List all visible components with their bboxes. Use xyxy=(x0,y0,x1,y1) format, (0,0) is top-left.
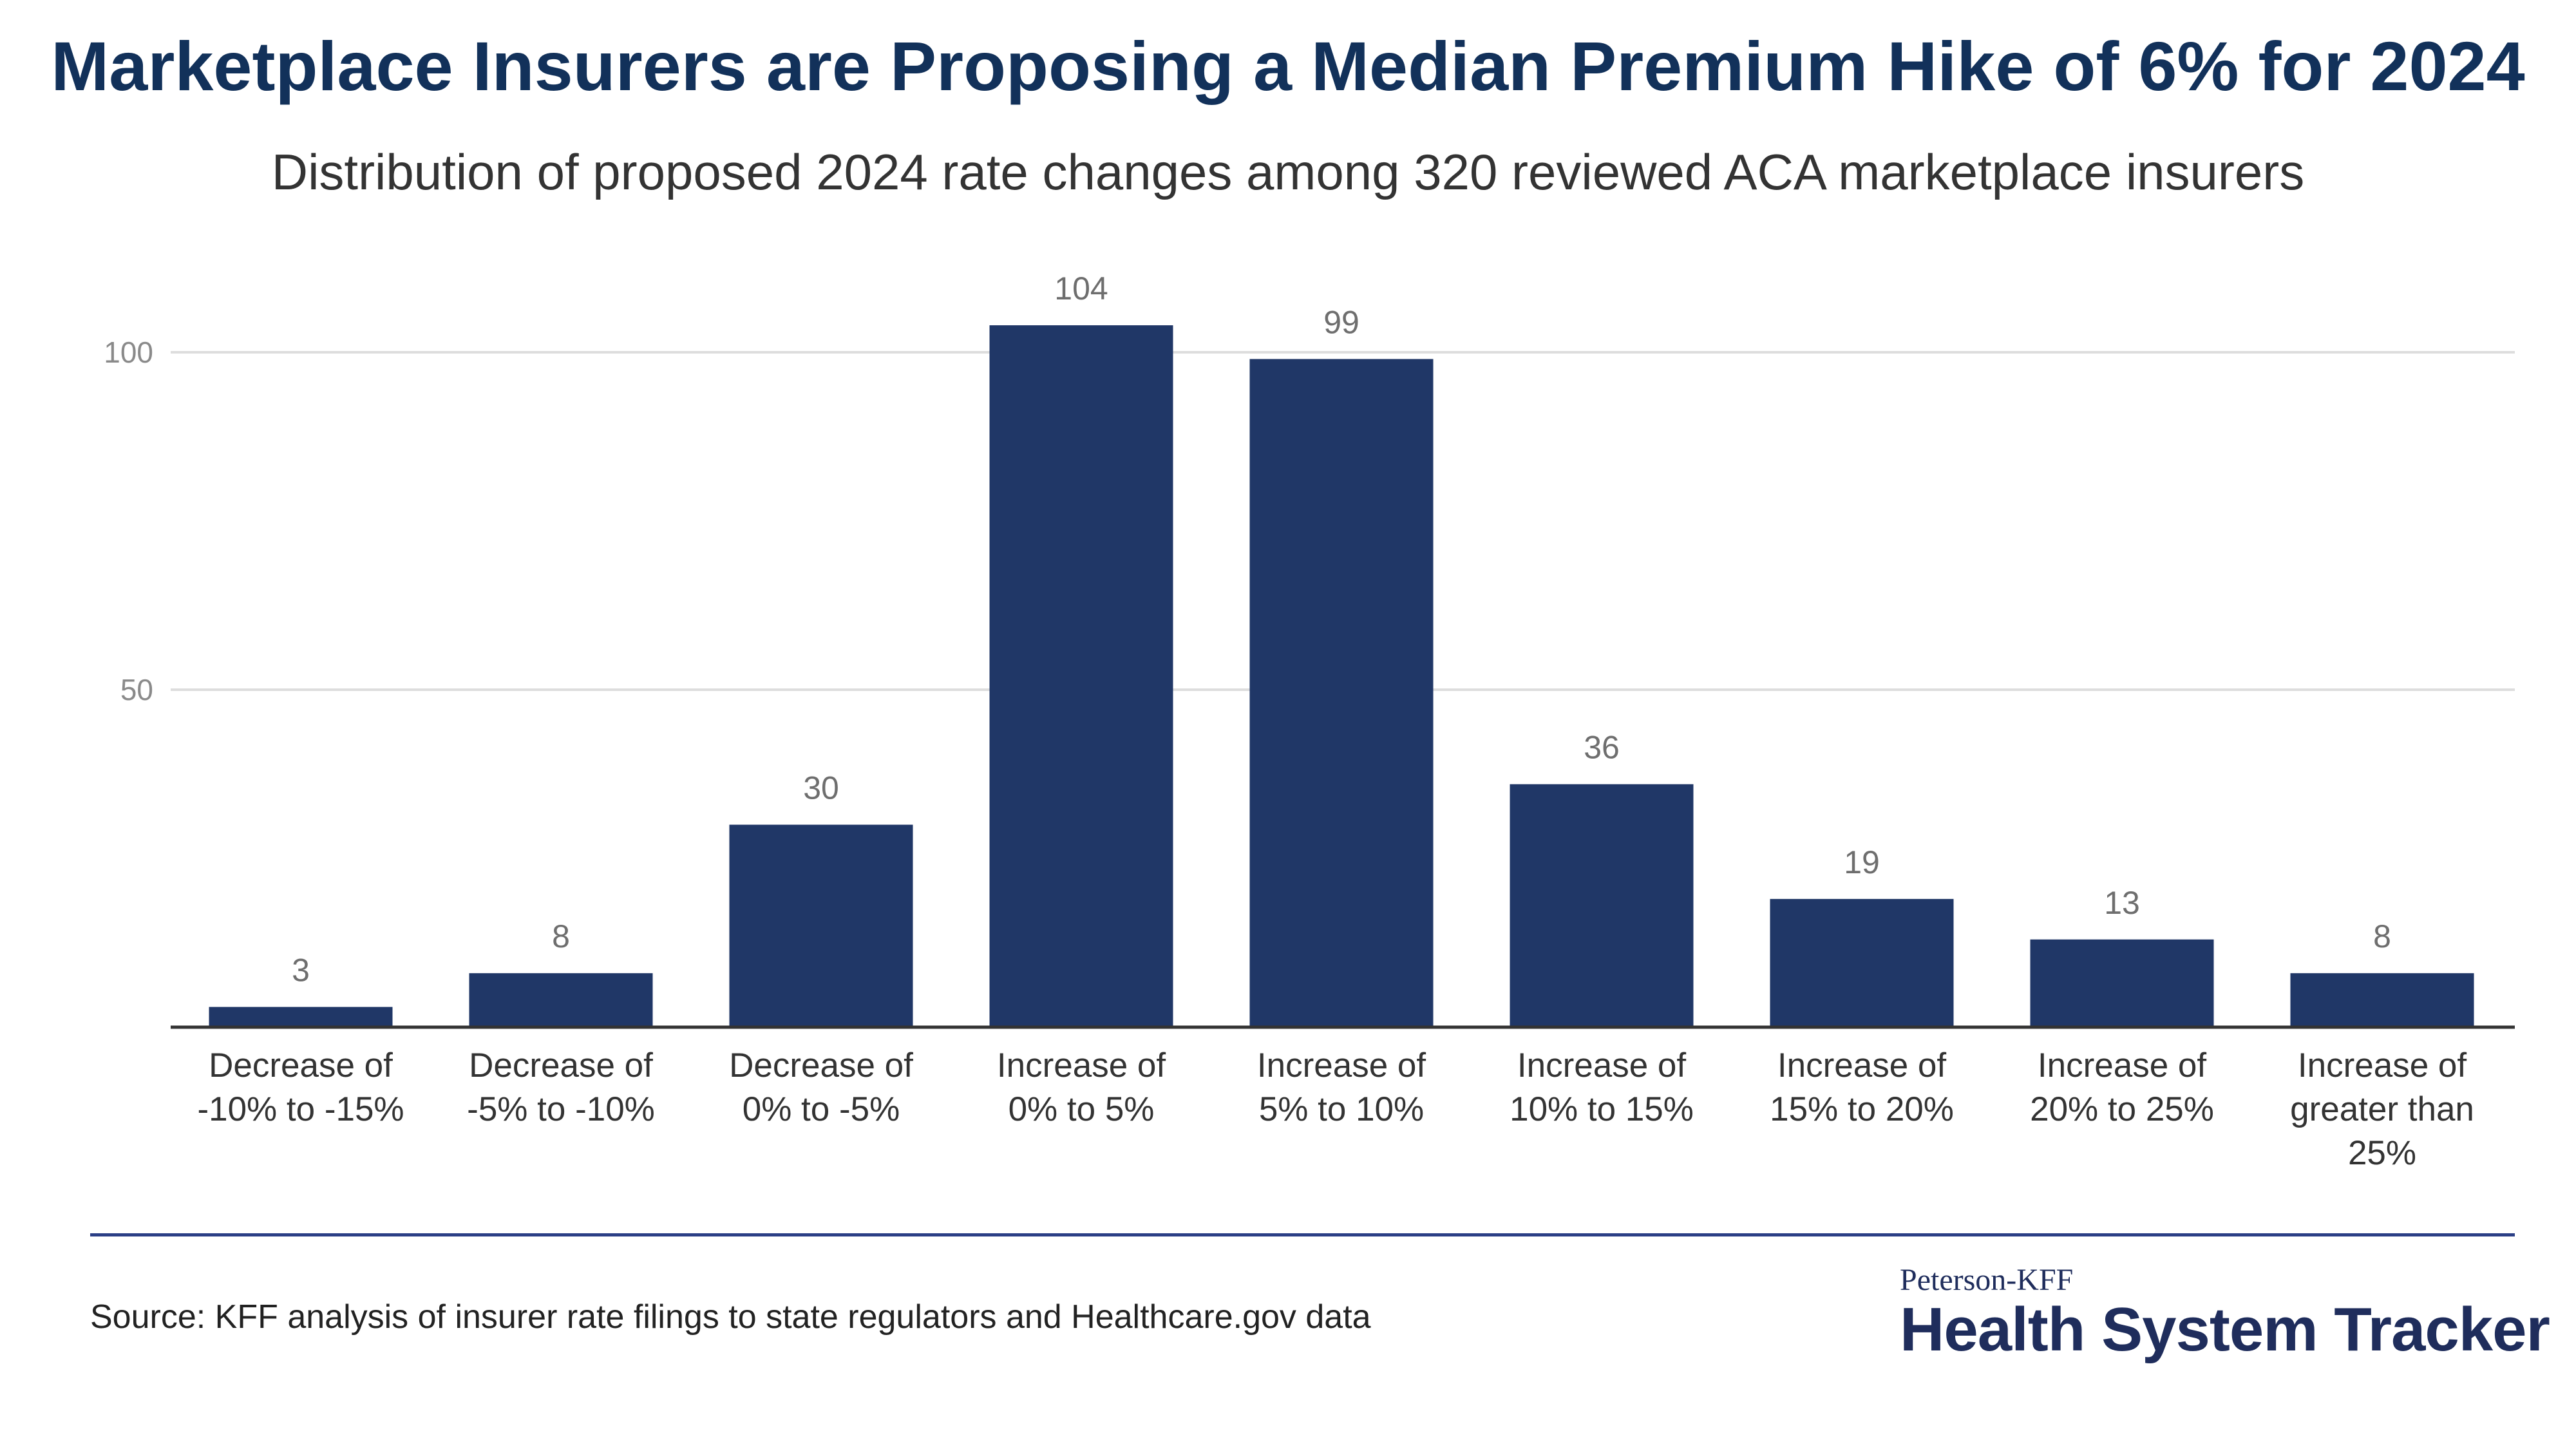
category-label-line: 0% to 5% xyxy=(1009,1090,1155,1128)
category-label-line: Decrease of xyxy=(469,1046,653,1084)
category-label-line: Increase of xyxy=(2298,1046,2467,1084)
category-label-line: 15% to 20% xyxy=(1770,1090,1954,1128)
category-label-7: Increase of 20% to 25% xyxy=(2030,1046,2214,1128)
category-label-line: Increase of xyxy=(1257,1046,1426,1084)
data-label-0: 3 xyxy=(292,952,310,989)
data-label-2: 30 xyxy=(803,770,839,806)
chart-title: Marketplace Insurers are Proposing a Med… xyxy=(51,27,2525,105)
data-label-4: 99 xyxy=(1323,304,1359,340)
data-label-8: 8 xyxy=(2373,918,2391,954)
category-label-line: Decrease of xyxy=(209,1046,393,1084)
category-label-5: Increase of 10% to 15% xyxy=(1510,1046,1694,1128)
data-label-6: 19 xyxy=(1844,844,1880,880)
y-tick-label: 100 xyxy=(104,336,153,369)
category-label-line: Increase of xyxy=(997,1046,1166,1084)
source-note: Source: KFF analysis of insurer rate fil… xyxy=(90,1298,1371,1336)
bar-8 xyxy=(2290,973,2474,1027)
x-axis-categories: Decrease of -10% to -15% Decrease of -5% to… xyxy=(197,1046,2474,1172)
bar-5 xyxy=(1510,784,1694,1027)
category-label-line: Increase of xyxy=(2038,1046,2206,1084)
category-label-3: Increase of 0% to 5% xyxy=(997,1046,1166,1128)
category-label-line: 5% to 10% xyxy=(1259,1090,1424,1128)
footer-divider xyxy=(90,1233,2515,1236)
bar-7 xyxy=(2030,939,2214,1027)
bar-1 xyxy=(469,973,653,1027)
data-label-1: 8 xyxy=(552,918,570,954)
category-label-line: -5% to -10% xyxy=(467,1090,655,1128)
bars xyxy=(209,325,2474,1028)
category-label-8: Increase of greater than 25% xyxy=(2290,1046,2474,1172)
category-label-line: greater than xyxy=(2290,1090,2474,1128)
data-labels: 3 8 30 104 99 36 19 13 8 xyxy=(292,270,2391,988)
category-label-6: Increase of 15% to 20% xyxy=(1770,1046,1954,1128)
data-label-5: 36 xyxy=(1584,730,1620,766)
data-label-3: 104 xyxy=(1054,270,1108,307)
category-label-line: Increase of xyxy=(1777,1046,1946,1084)
category-label-1: Decrease of -5% to -10% xyxy=(467,1046,655,1128)
category-label-line: 25% xyxy=(2348,1134,2416,1172)
y-axis-ticks: 50 100 xyxy=(104,336,153,706)
bar-4 xyxy=(1249,359,1434,1027)
category-label-0: Decrease of -10% to -15% xyxy=(197,1046,404,1128)
category-label-4: Increase of 5% to 10% xyxy=(1257,1046,1426,1128)
category-label-2: Decrease of 0% to -5% xyxy=(729,1046,913,1128)
category-label-line: -10% to -15% xyxy=(197,1090,404,1128)
data-label-7: 13 xyxy=(2104,885,2140,921)
bar-2 xyxy=(729,824,913,1027)
category-label-line: 10% to 15% xyxy=(1510,1090,1694,1128)
brand-logo: Health System Tracker xyxy=(1900,1295,2550,1364)
y-tick-label: 50 xyxy=(120,673,153,706)
category-label-line: 0% to -5% xyxy=(743,1090,900,1128)
chart-subtitle: Distribution of proposed 2024 rate chang… xyxy=(271,144,2305,200)
category-label-line: Increase of xyxy=(1517,1046,1686,1084)
category-label-line: Decrease of xyxy=(729,1046,913,1084)
bar-6 xyxy=(1770,898,1954,1027)
category-label-line: 20% to 25% xyxy=(2030,1090,2214,1128)
bar-0 xyxy=(209,1007,393,1027)
bar-3 xyxy=(989,325,1173,1028)
brand-subtitle-logo: Peterson-KFF xyxy=(1900,1263,2074,1297)
